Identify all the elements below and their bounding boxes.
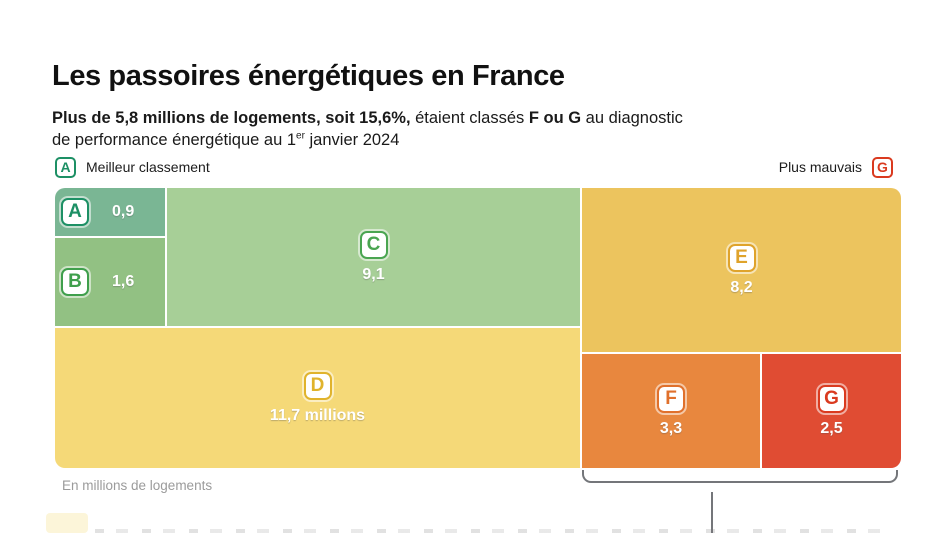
rating-badge-e: E: [727, 243, 756, 272]
cutoff-text-remnant: [95, 529, 890, 533]
legend-worst-label: Plus mauvais: [778, 159, 862, 175]
treemap-block-e: E 8,2: [582, 188, 901, 352]
block-b-value: 1,6: [112, 273, 135, 290]
rating-badge-f: F: [657, 384, 685, 413]
subtitle-mid: étaient classés: [410, 108, 529, 127]
block-e-value: 8,2: [730, 278, 753, 296]
rating-badge-b: B: [61, 268, 89, 296]
subtitle-tail-2: de performance énergétique au 1: [52, 130, 297, 149]
rating-badge-c: C: [359, 230, 388, 259]
legend-best-label: Meilleur classement: [86, 159, 210, 175]
page-title: Les passoires énergétiques en France: [52, 60, 565, 93]
unit-footnote: En millions de logements: [62, 478, 213, 493]
legend-row: A Meilleur classement Plus mauvais G: [55, 155, 893, 179]
legend-badge-a: A: [55, 156, 76, 178]
treemap-block-a: A 0,9: [55, 188, 165, 236]
legend-worst: Plus mauvais G: [778, 156, 893, 178]
block-g-value: 2,5: [820, 419, 843, 437]
treemap-block-d: D 11,7 millions: [55, 328, 580, 468]
legend-badge-g: G: [872, 156, 893, 178]
treemap-block-c: C 9,1: [167, 188, 580, 326]
subtitle-tail-end: janvier 2024: [304, 130, 400, 149]
subtitle-superscript: er: [296, 130, 305, 141]
subtitle-bold-lead: Plus de 5,8 millions de logements, soit …: [52, 108, 411, 127]
treemap-chart: A 0,9 B 1,6 C 9,1 D 11,7 millions E 8,2 …: [55, 188, 901, 468]
page-subtitle: Plus de 5,8 millions de logements, soit …: [52, 107, 792, 151]
rating-badge-a: A: [61, 198, 89, 226]
treemap-block-g: G 2,5: [762, 354, 901, 468]
block-d-value: 11,7 millions: [269, 406, 366, 424]
subtitle-tail-1: au diagnostic: [581, 108, 683, 127]
treemap-block-f: F 3,3: [582, 354, 760, 468]
treemap-block-b: B 1,6: [55, 238, 165, 326]
subtitle-bold-fg: F ou G: [528, 108, 582, 127]
rating-badge-g: G: [817, 384, 846, 413]
bracket-connector-line: [711, 492, 713, 533]
rating-badge-d: D: [303, 371, 332, 400]
legend-best: A Meilleur classement: [55, 156, 210, 178]
cutoff-highlight-remnant: [46, 513, 88, 533]
block-f-value: 3,3: [659, 419, 683, 437]
fg-group-bracket: [582, 470, 898, 483]
block-c-value: 9,1: [362, 265, 385, 283]
block-a-value: 0,9: [112, 203, 135, 220]
